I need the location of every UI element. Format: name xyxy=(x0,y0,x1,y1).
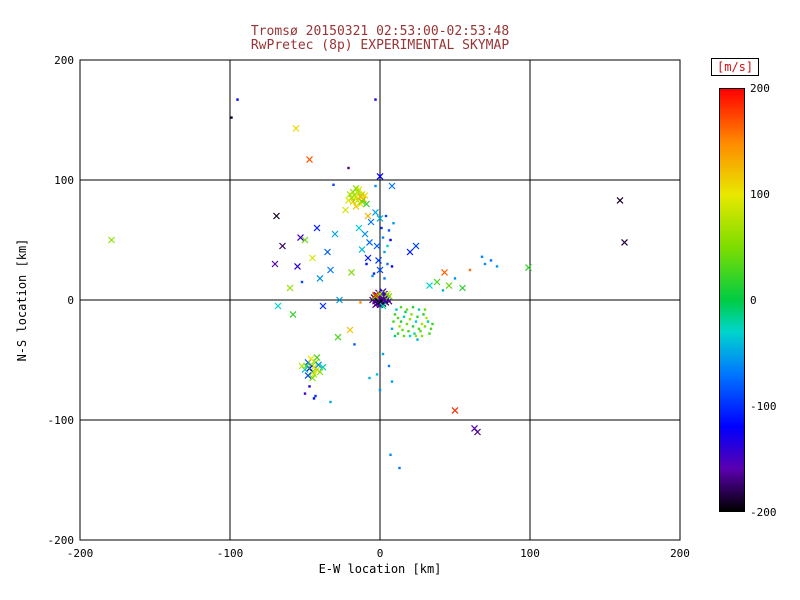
plot-subtitle: RwPretec (8p) EXPERIMENTAL SKYMAP xyxy=(250,38,510,53)
svg-text:100: 100 xyxy=(520,547,540,560)
colorbar-tick: 0 xyxy=(750,294,757,307)
svg-text:-100: -100 xyxy=(48,414,75,427)
y-axis-label: N-S location [km] xyxy=(15,238,29,362)
velocity-colorbar xyxy=(719,88,745,512)
plot-title: Tromsø 20150321 02:53:00-02:53:48 xyxy=(250,24,510,39)
svg-text:0: 0 xyxy=(377,547,384,560)
colorbar-tick: 200 xyxy=(750,82,770,95)
svg-text:100: 100 xyxy=(54,174,74,187)
svg-text:200: 200 xyxy=(54,54,74,67)
svg-text:-200: -200 xyxy=(48,534,75,547)
colorbar-tick: -100 xyxy=(750,400,777,413)
colorbar-unit-label: [m/s] xyxy=(711,58,760,76)
svg-text:-100: -100 xyxy=(217,547,244,560)
colorbar-tick: -200 xyxy=(750,506,777,519)
svg-text:200: 200 xyxy=(670,547,690,560)
x-axis-label: E-W location [km] xyxy=(318,562,442,576)
colorbar-tick: 100 xyxy=(750,188,770,201)
svg-text:-200: -200 xyxy=(67,547,94,560)
svg-text:0: 0 xyxy=(67,294,74,307)
